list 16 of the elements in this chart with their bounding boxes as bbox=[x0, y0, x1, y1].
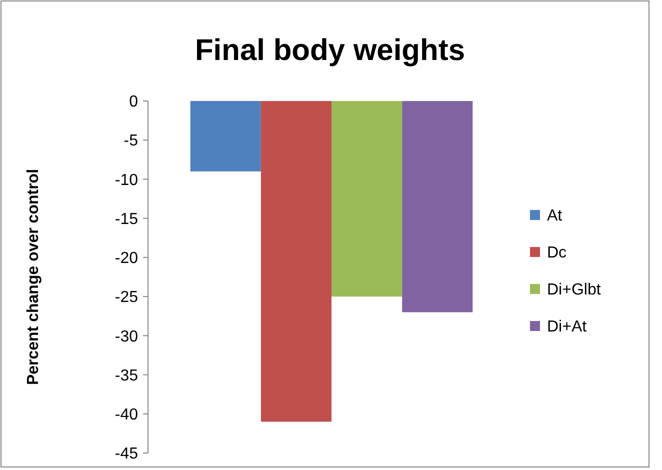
y-tick-label: 0 bbox=[129, 94, 138, 111]
y-tick-label: -5 bbox=[124, 132, 138, 150]
chart-title: Final body weights bbox=[194, 34, 466, 67]
y-tick-label: -35 bbox=[114, 367, 138, 384]
legend-label: Di+Glbt bbox=[547, 282, 602, 299]
y-tick-label: -25 bbox=[114, 289, 138, 306]
y-tick-label: -20 bbox=[114, 250, 138, 268]
legend-label: At bbox=[547, 208, 563, 225]
y-tick-label: -40 bbox=[114, 406, 138, 424]
y-tick-label: -10 bbox=[114, 172, 138, 189]
legend-label: Di+At bbox=[547, 318, 588, 336]
y-tick-label: -30 bbox=[114, 328, 138, 346]
y-tick-label: -15 bbox=[114, 210, 138, 228]
y-axis-title: Percent change over control bbox=[25, 168, 42, 386]
y-tick-label: -45 bbox=[114, 446, 138, 463]
legend-label: Dc bbox=[547, 244, 567, 262]
